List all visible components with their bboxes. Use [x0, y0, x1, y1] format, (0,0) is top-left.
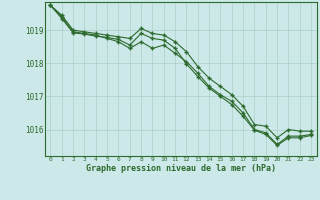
X-axis label: Graphe pression niveau de la mer (hPa): Graphe pression niveau de la mer (hPa) — [86, 164, 276, 173]
